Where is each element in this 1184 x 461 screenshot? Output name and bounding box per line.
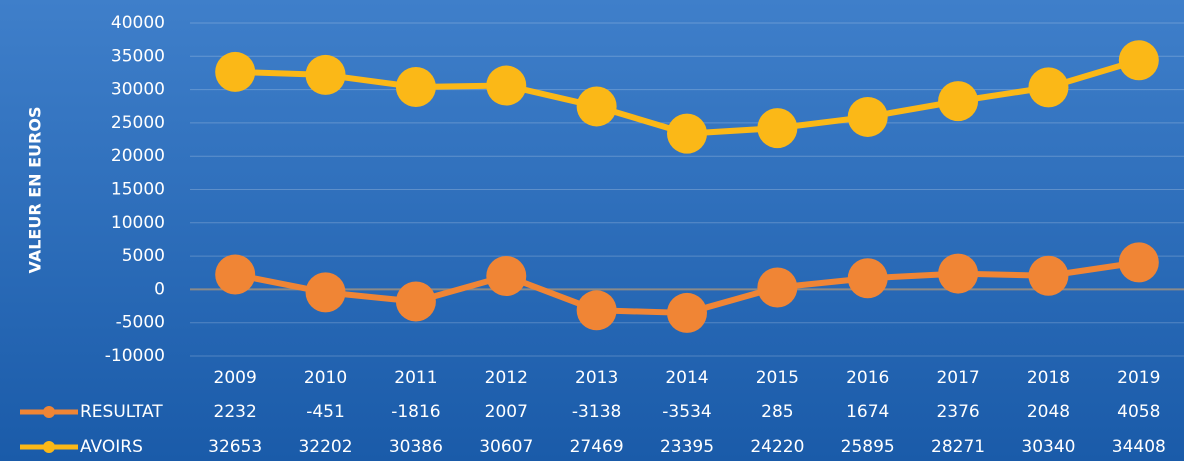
table-value: 27469 — [570, 437, 624, 457]
table-value: 285 — [761, 402, 793, 422]
marker — [215, 254, 256, 295]
marker — [486, 65, 527, 106]
marker — [757, 108, 798, 149]
table-value: 2048 — [1027, 402, 1070, 422]
y-tick-label: 10000 — [111, 213, 165, 233]
table-value: 30386 — [389, 437, 443, 457]
x-tick-label: 2009 — [214, 368, 257, 388]
table-value: 28271 — [931, 437, 985, 457]
x-tick-label: 2017 — [936, 368, 979, 388]
marker — [667, 292, 707, 333]
marker — [1118, 40, 1159, 81]
marker — [395, 67, 436, 108]
table-value: -3534 — [662, 402, 711, 422]
table-value: -3138 — [572, 402, 621, 422]
legend-label: AVOIRS — [80, 437, 143, 457]
marker — [1028, 255, 1069, 296]
table-value: 2232 — [214, 402, 257, 422]
table-value: 32202 — [298, 437, 352, 457]
x-tick-label: 2019 — [1117, 368, 1160, 388]
table-value: 1674 — [846, 402, 889, 422]
marker — [395, 281, 436, 322]
legend-marker — [43, 441, 55, 453]
x-tick-label: 2011 — [394, 368, 437, 388]
y-tick-label: 25000 — [111, 113, 165, 133]
y-tick-label: 40000 — [111, 13, 165, 33]
table-value: 32653 — [208, 437, 262, 457]
marker — [486, 256, 527, 297]
y-tick-label: -10000 — [105, 346, 165, 366]
marker — [215, 51, 256, 92]
marker — [305, 54, 346, 95]
table-value: 2376 — [936, 402, 979, 422]
grid — [190, 22, 1184, 357]
marker — [1028, 67, 1069, 108]
table-value: 30340 — [1021, 437, 1075, 457]
x-tick-label: 2013 — [575, 368, 618, 388]
marker — [938, 253, 979, 294]
x-tick-label: 2014 — [665, 368, 708, 388]
y-tick-label: -5000 — [116, 313, 165, 333]
marker — [667, 113, 707, 154]
y-tick-label: 35000 — [111, 46, 165, 66]
table-value: -1816 — [391, 402, 440, 422]
y-tick-label: 30000 — [111, 80, 165, 100]
legend-label: RESULTAT — [80, 402, 163, 422]
y-tick-label: 5000 — [122, 246, 165, 266]
y-tick-label: 15000 — [111, 180, 165, 200]
table-value: -451 — [306, 402, 345, 422]
table-value: 23395 — [660, 437, 714, 457]
x-tick-label: 2015 — [756, 368, 799, 388]
marker — [576, 290, 617, 331]
x-tick-label: 2012 — [485, 368, 528, 388]
x-tick-label: 2010 — [304, 368, 347, 388]
marker — [847, 258, 888, 299]
table-value: 30607 — [479, 437, 533, 457]
marker — [847, 96, 888, 137]
marker — [1118, 242, 1159, 283]
table-value: 24220 — [750, 437, 804, 457]
y-tick-label: 0 — [154, 279, 165, 299]
y-tick-label: 20000 — [111, 146, 165, 166]
marker — [305, 272, 346, 313]
x-tick-label: 2018 — [1027, 368, 1070, 388]
table-value: 25895 — [841, 437, 895, 457]
legend-marker — [43, 406, 55, 418]
table-value: 2007 — [485, 402, 528, 422]
y-axis-label: VALEUR EN EUROS — [26, 107, 45, 274]
x-tick-label: 2016 — [846, 368, 889, 388]
marker — [757, 267, 798, 308]
marker — [576, 86, 617, 127]
marker — [938, 81, 979, 122]
table-value: 34408 — [1112, 437, 1166, 457]
table-value: 4058 — [1117, 402, 1160, 422]
